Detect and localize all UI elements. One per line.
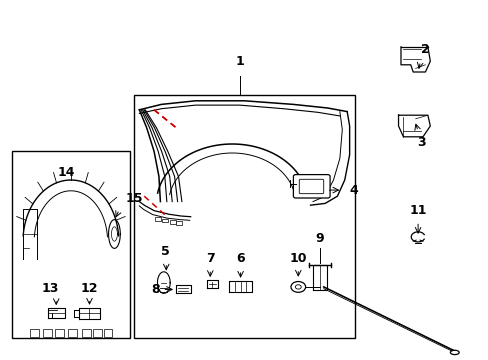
Text: 11: 11 [408,204,426,217]
Bar [68,329,77,337]
Text: 9: 9 [315,232,324,245]
Text: 4: 4 [349,184,358,197]
Text: 2: 2 [420,43,429,56]
Text: 7: 7 [205,252,214,265]
Bar [82,329,91,337]
Text: 1: 1 [235,55,244,68]
Bar [30,329,39,337]
Bar [103,329,112,337]
FancyBboxPatch shape [293,175,329,198]
Bar [43,329,52,337]
Bar [134,95,354,338]
Ellipse shape [449,350,458,355]
Text: 10: 10 [289,252,306,265]
Bar [55,329,63,337]
Ellipse shape [290,282,305,292]
Text: 8: 8 [151,283,160,296]
Text: 6: 6 [236,252,244,265]
Text: 12: 12 [81,282,98,295]
FancyBboxPatch shape [299,179,323,194]
Text: 15: 15 [125,192,142,205]
Bar [176,221,182,225]
Bar [93,329,102,337]
Text: 14: 14 [57,166,75,179]
Text: 5: 5 [161,245,169,258]
Bar [12,151,129,338]
Bar [162,219,168,222]
Bar [155,217,161,221]
Bar [169,220,175,224]
Text: 13: 13 [41,282,59,295]
Text: 3: 3 [416,136,425,149]
Ellipse shape [295,285,301,289]
